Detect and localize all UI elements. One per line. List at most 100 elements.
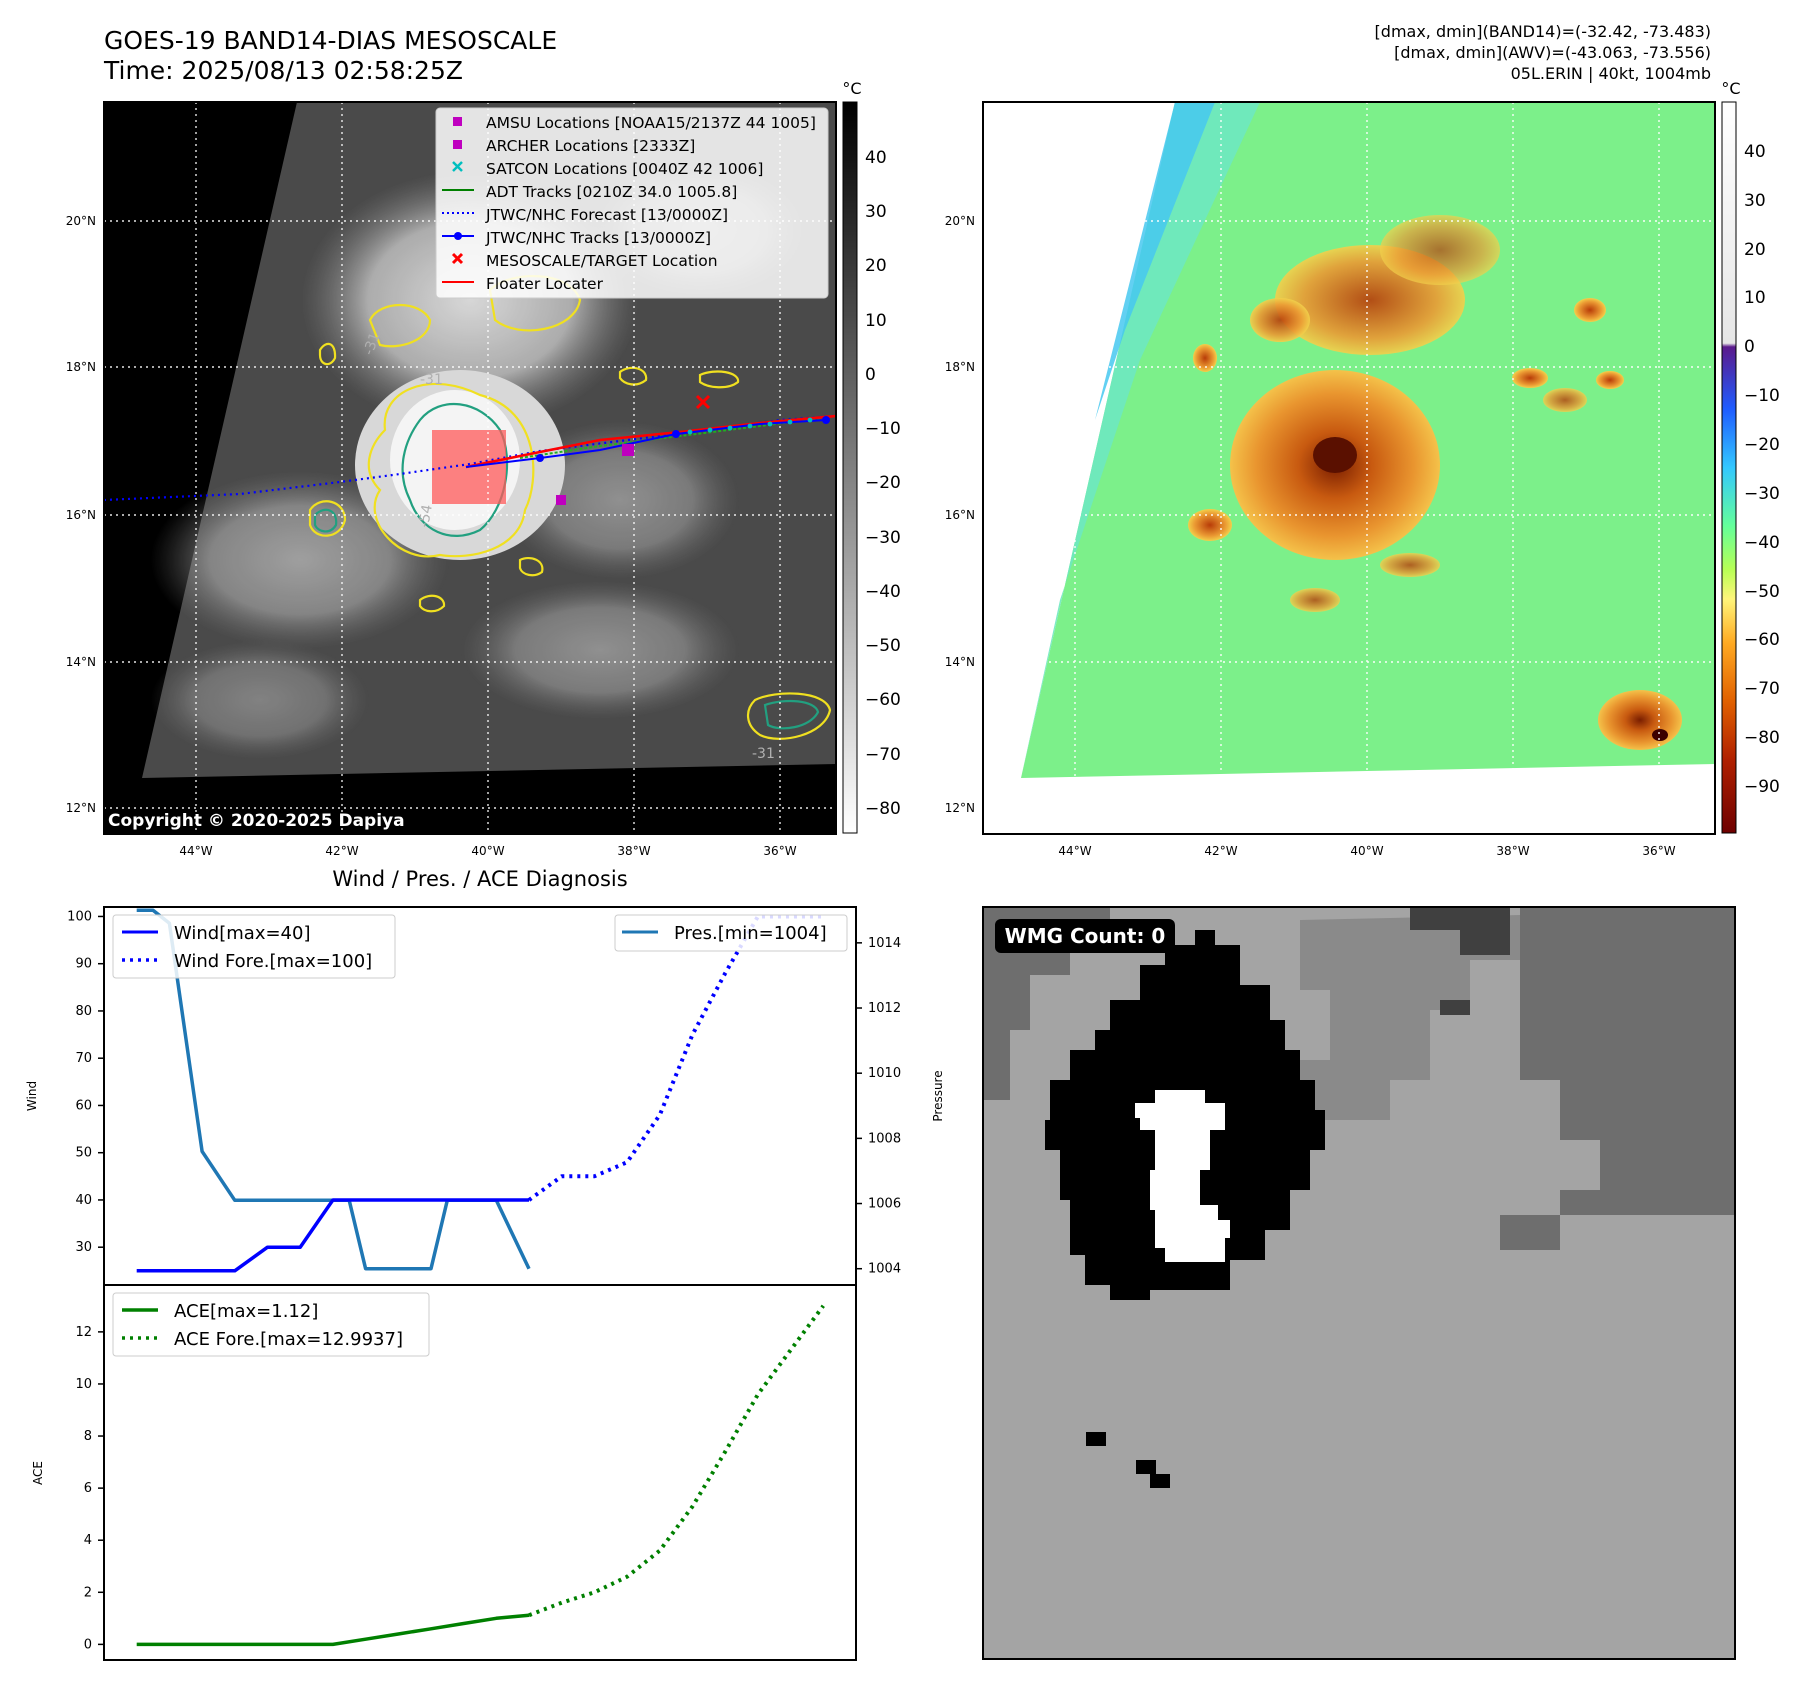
pressure-axis-label: Pressure (931, 1070, 945, 1121)
legend-label-archer: ARCHER Locations [2333Z] (486, 137, 695, 155)
wind-y-tick-label: 50 (75, 1146, 92, 1161)
legend-satcon-x-icon (452, 161, 463, 172)
archer-marker (556, 495, 566, 505)
ace-y-ticks: 0 2 4 6 8 10 12 (75, 1325, 104, 1652)
gray-colorbar-tick: −10 (865, 419, 901, 439)
legend-label-satcon: SATCON Locations [0040Z 42 1006] (486, 160, 763, 178)
color-colorbar-tick: 10 (1744, 288, 1766, 308)
lon-label: 40°W (1350, 844, 1383, 858)
storm-info-text: 05L.ERIN | 40kt, 1004mb (1510, 64, 1711, 83)
wind-y-tick-label: 100 (67, 909, 92, 924)
color-colorbar-tick: −20 (1744, 435, 1780, 455)
wind-axis-label: Wind (25, 1081, 39, 1111)
lat-label: 14°N (945, 655, 975, 669)
ace-y-tick-label: 12 (75, 1325, 92, 1340)
ace-legend-box (112, 1292, 430, 1357)
legend-amsu-square-icon (453, 117, 462, 126)
wind-y-tick-label: 40 (75, 1193, 92, 1208)
wind-y-ticks: 30 40 50 60 70 80 90 100 (67, 909, 104, 1255)
wmg-dark-regions (983, 907, 1735, 1250)
wmg-frame (982, 906, 1736, 1660)
jtwc-track-points (536, 416, 830, 462)
color-colorbar-tick: −40 (1744, 533, 1780, 553)
color-colorbar-tick: −50 (1744, 582, 1780, 602)
lon-label: 44°W (1058, 844, 1091, 858)
wind-y-tick-label: 70 (75, 1051, 92, 1066)
legend-label-target: MESOSCALE/TARGET Location (486, 252, 718, 270)
color-colorbar-tick: −80 (1744, 728, 1780, 748)
ace-axis-label: ACE (31, 1461, 45, 1485)
gray-colorbar-tick: −80 (865, 799, 901, 819)
legend-label-amsu: AMSU Locations [NOAA15/2137Z 44 1005] (486, 114, 816, 132)
legend-box (435, 107, 829, 299)
legend-label-adt: ADT Tracks [0210Z 34.0 1005.8] (486, 183, 737, 201)
wmg-panel: WMG Count: 0 (982, 906, 1736, 1660)
figure-time: Time: 2025/08/13 02:58:25Z (104, 56, 463, 85)
gray-colorbar-tick: 40 (865, 148, 887, 168)
ace-y-tick-label: 4 (84, 1533, 92, 1548)
lon-label: 42°W (1204, 844, 1237, 858)
wind-pressure-lines (136, 908, 824, 1273)
wmg-white-core (1135, 1090, 1230, 1262)
wind-legend: Wind[max=40] Wind Fore.[max=100] (112, 914, 396, 979)
pressure-y-tick-label: 1010 (868, 1066, 901, 1081)
ace-series-line (136, 1613, 530, 1647)
diagnosis-title: Wind / Pres. / ACE Diagnosis (332, 867, 627, 891)
contour-label: -31 (752, 746, 775, 762)
wind-y-tick-label: 30 (75, 1240, 92, 1255)
contour-label: -31 (420, 372, 443, 388)
pres-legend: Pres.[min=1004] (614, 914, 848, 952)
ace-legend-label: ACE[max=1.12] (174, 1301, 318, 1322)
lat-label: 12°N (66, 801, 96, 815)
lon-label: 44°W (179, 844, 212, 858)
color-colorbar-tick: −70 (1744, 679, 1780, 699)
contour-label: -31 (361, 330, 384, 357)
figure-title: GOES-19 BAND14-DIAS MESOSCALE (104, 26, 558, 55)
lat-label: 12°N (945, 801, 975, 815)
color-map-frame (982, 101, 1716, 835)
legend-label-jtwc: JTWC/NHC Tracks [13/0000Z] (485, 229, 711, 247)
gray-colorbar-tick: −50 (865, 636, 901, 656)
color-colorbar-tick: 40 (1744, 142, 1766, 162)
wmg-count-label: WMG Count: 0 (1005, 924, 1166, 948)
pres-legend-label: Pres.[min=1004] (674, 923, 827, 944)
ace-y-tick-label: 6 (84, 1481, 92, 1496)
color-colorbar (1721, 101, 1737, 834)
lon-label: 36°W (763, 844, 796, 858)
color-colorbar-tick: 30 (1744, 191, 1766, 211)
color-colorbar-tick: −10 (1744, 386, 1780, 406)
lon-label: 38°W (617, 844, 650, 858)
color-cloud-cells (1188, 215, 1682, 750)
lon-label: 40°W (471, 844, 504, 858)
legend-archer-square-icon (453, 140, 462, 149)
lat-label: 20°N (945, 214, 975, 228)
dmax-band14-text: [dmax, dmin](BAND14)=(-32.42, -73.483) (1374, 22, 1711, 41)
contour-labels: -31 -54 -31 -31 (361, 330, 775, 762)
contour-label: -54 (416, 503, 436, 528)
ir-map-panel: -31 -54 -31 -31 (66, 79, 901, 858)
legend-label-forecast: JTWC/NHC Forecast [13/0000Z] (485, 206, 728, 224)
ace-legend: ACE[max=1.12] ACE Fore.[max=12.9937] (112, 1292, 430, 1357)
color-colorbar-tick: 0 (1744, 337, 1755, 357)
lon-label: 36°W (1642, 844, 1675, 858)
legend-target-x-icon (451, 252, 464, 265)
gray-colorbar-tick: −20 (865, 473, 901, 493)
gray-colorbar-tick: −60 (865, 690, 901, 710)
storm-tracks (104, 394, 836, 505)
satcon-markers (687, 417, 813, 435)
wind-fore-legend-label: Wind Fore.[max=100] (174, 951, 372, 972)
gray-colorbar (842, 101, 858, 834)
wind-y-tick-label: 90 (75, 957, 92, 972)
ace-y-tick-label: 2 (84, 1585, 92, 1600)
contour-lines (308, 274, 832, 740)
pressure-y-tick-label: 1008 (868, 1131, 901, 1146)
grid-lines-right (983, 102, 1715, 834)
diagnosis-panel: Wind / Pres. / ACE Diagnosis 30405060708… (25, 867, 945, 1661)
lat-label: 16°N (945, 508, 975, 522)
mesoscale-target-marker (695, 394, 711, 410)
gray-colorbar-tick: −70 (865, 745, 901, 765)
wind-series-line (136, 1198, 529, 1273)
ir-map-frame (103, 101, 837, 835)
color-colorbar-tick: −90 (1744, 777, 1780, 797)
pres-legend-box (614, 914, 848, 952)
